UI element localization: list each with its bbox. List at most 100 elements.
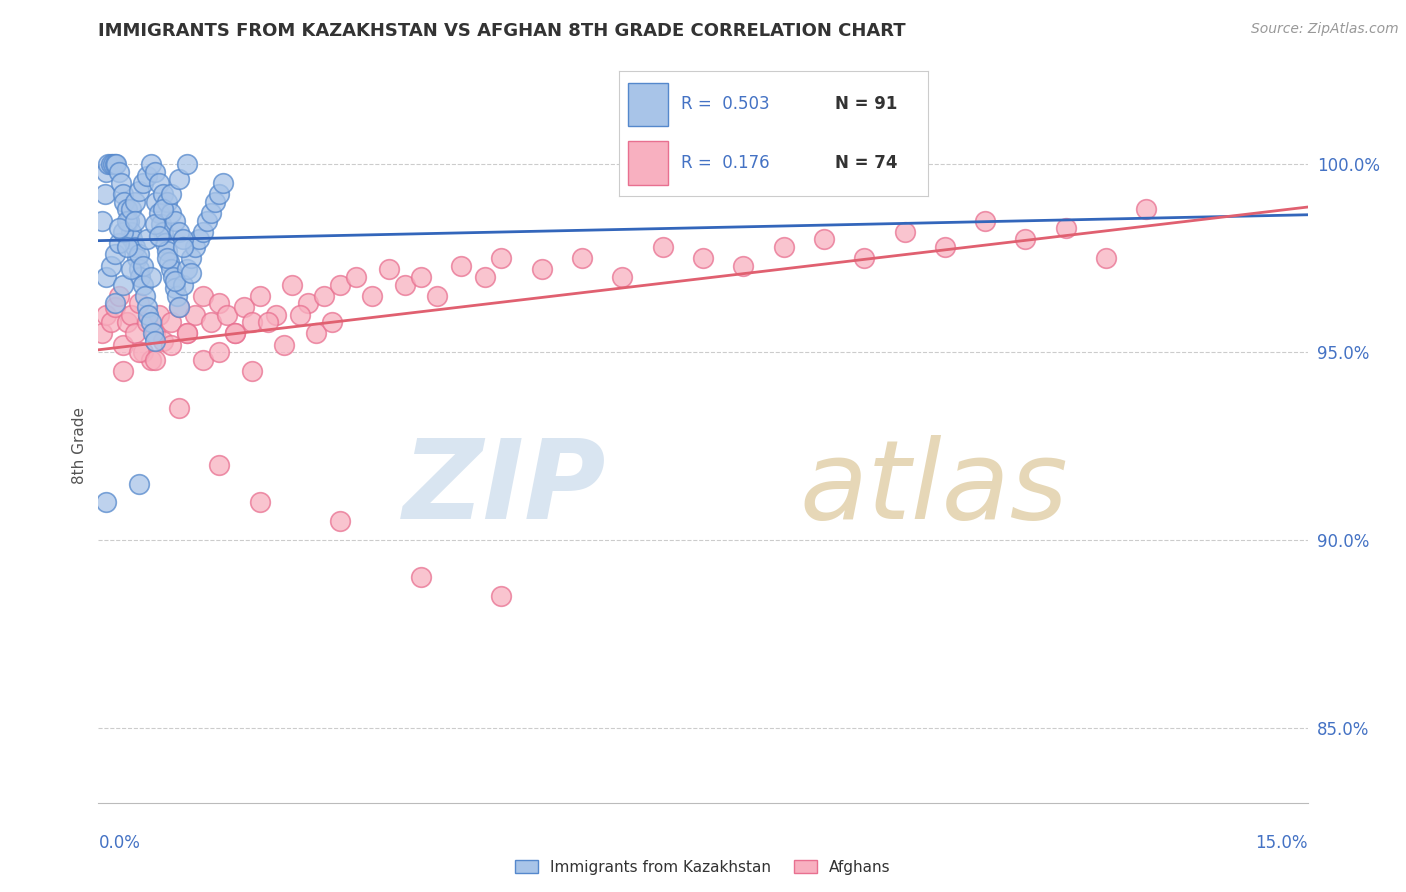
Point bbox=[394, 277, 416, 292]
Point bbox=[135, 315, 157, 329]
Point bbox=[96, 495, 118, 509]
Point bbox=[692, 251, 714, 265]
Point bbox=[132, 345, 155, 359]
Point bbox=[124, 326, 146, 341]
Point bbox=[139, 157, 162, 171]
Point bbox=[148, 228, 170, 243]
Point bbox=[772, 240, 794, 254]
Point bbox=[139, 270, 162, 285]
Point bbox=[200, 315, 222, 329]
Point bbox=[156, 244, 179, 258]
Point bbox=[184, 240, 207, 254]
Text: Source: ZipAtlas.com: Source: ZipAtlas.com bbox=[1251, 22, 1399, 37]
Point bbox=[217, 308, 239, 322]
Point bbox=[1095, 251, 1118, 265]
Point bbox=[129, 270, 152, 285]
Point bbox=[264, 308, 287, 322]
Point bbox=[132, 277, 155, 292]
Point bbox=[115, 202, 138, 217]
Point bbox=[893, 225, 915, 239]
Point bbox=[97, 157, 120, 171]
Point bbox=[152, 334, 174, 348]
Point bbox=[148, 176, 170, 190]
Point bbox=[853, 251, 876, 265]
Point bbox=[96, 165, 118, 179]
Point bbox=[139, 352, 162, 367]
Point bbox=[200, 206, 222, 220]
Point bbox=[240, 364, 263, 378]
Point bbox=[249, 289, 271, 303]
Point bbox=[426, 289, 449, 303]
Point bbox=[120, 202, 142, 217]
Point bbox=[450, 259, 472, 273]
Point bbox=[91, 213, 114, 227]
Point bbox=[110, 176, 132, 190]
Point bbox=[1054, 221, 1077, 235]
Point bbox=[409, 270, 432, 285]
Point bbox=[128, 345, 150, 359]
Point bbox=[344, 270, 367, 285]
Point bbox=[361, 289, 384, 303]
Text: R =  0.176: R = 0.176 bbox=[681, 154, 769, 172]
Point bbox=[208, 296, 231, 310]
Text: 15.0%: 15.0% bbox=[1256, 834, 1308, 852]
Point bbox=[105, 157, 128, 171]
Point bbox=[329, 277, 352, 292]
Point bbox=[132, 259, 155, 273]
Point bbox=[124, 213, 146, 227]
Point bbox=[153, 236, 176, 251]
Point bbox=[128, 184, 150, 198]
Point bbox=[651, 240, 673, 254]
Point bbox=[100, 259, 122, 273]
Point bbox=[305, 326, 328, 341]
Point bbox=[100, 315, 122, 329]
Point bbox=[273, 337, 295, 351]
Point bbox=[111, 364, 134, 378]
Point bbox=[167, 300, 190, 314]
Point bbox=[195, 213, 218, 227]
Point bbox=[160, 337, 183, 351]
Point bbox=[120, 262, 142, 277]
Point bbox=[103, 247, 125, 261]
Point bbox=[135, 300, 157, 314]
Point bbox=[193, 352, 215, 367]
Point bbox=[733, 259, 755, 273]
Point bbox=[491, 251, 513, 265]
Point bbox=[128, 476, 150, 491]
Point bbox=[176, 326, 198, 341]
Point bbox=[224, 326, 246, 341]
Point bbox=[148, 308, 170, 322]
Point bbox=[152, 202, 174, 217]
Point bbox=[148, 206, 170, 220]
Point bbox=[288, 308, 311, 322]
Point bbox=[321, 315, 343, 329]
Point bbox=[1135, 202, 1157, 217]
Bar bbox=[628, 141, 668, 185]
Point bbox=[224, 326, 246, 341]
Point bbox=[188, 232, 211, 246]
Point bbox=[152, 187, 174, 202]
Bar bbox=[628, 83, 668, 127]
Point bbox=[143, 218, 166, 232]
Point bbox=[240, 315, 263, 329]
Point bbox=[163, 213, 186, 227]
Point bbox=[184, 308, 207, 322]
Point bbox=[974, 213, 997, 227]
Point bbox=[281, 277, 304, 292]
Text: N = 91: N = 91 bbox=[835, 95, 897, 113]
Point bbox=[172, 240, 194, 254]
Point bbox=[176, 157, 198, 171]
Point bbox=[91, 326, 114, 341]
Text: ZIP: ZIP bbox=[402, 435, 606, 542]
Point bbox=[166, 289, 188, 303]
Y-axis label: 8th Grade: 8th Grade bbox=[72, 408, 87, 484]
Point bbox=[112, 194, 135, 209]
Point bbox=[180, 251, 202, 265]
Point bbox=[1014, 232, 1036, 246]
Point bbox=[103, 157, 125, 171]
Point bbox=[124, 194, 146, 209]
Point bbox=[132, 176, 155, 190]
Point bbox=[120, 225, 142, 239]
Text: N = 74: N = 74 bbox=[835, 154, 897, 172]
Point bbox=[163, 281, 186, 295]
